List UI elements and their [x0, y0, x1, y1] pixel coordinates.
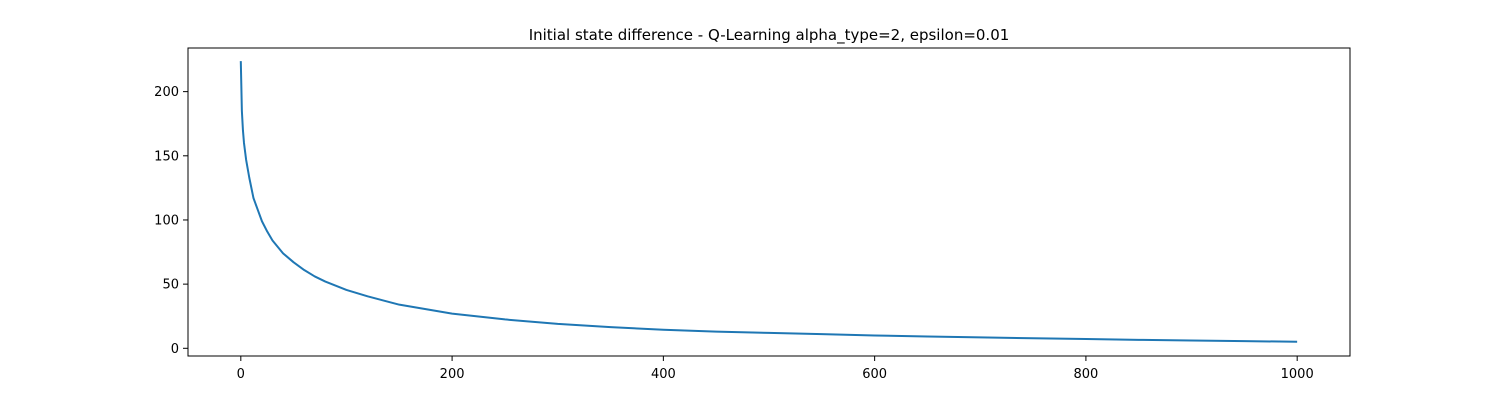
y-tick-label: 150 [154, 149, 179, 164]
y-tick-label: 200 [154, 85, 179, 100]
y-tick-label: 50 [162, 278, 179, 293]
x-tick-label: 800 [1073, 367, 1098, 382]
x-tick-label: 600 [862, 367, 887, 382]
x-tick-label: 400 [651, 367, 676, 382]
y-tick-label: 0 [171, 342, 179, 357]
x-tick-label: 0 [237, 367, 245, 382]
plot-frame [187, 47, 1351, 357]
y-tick-label: 100 [154, 213, 179, 228]
x-tick-label: 200 [440, 367, 465, 382]
series-line-0 [239, 61, 1298, 343]
x-tick-label: 1000 [1281, 367, 1314, 382]
chart-title: Initial state difference - Q-Learning al… [529, 26, 1010, 45]
